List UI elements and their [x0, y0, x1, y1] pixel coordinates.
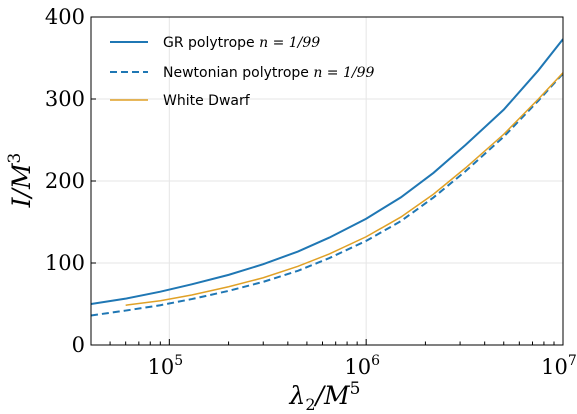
y-tick-label: 300: [45, 87, 85, 111]
x-tick-label: 105: [148, 353, 184, 379]
series-line-0: [91, 38, 563, 305]
series-line-2: [125, 72, 563, 306]
x-axis-title: λ2/M5: [289, 379, 361, 414]
y-tick-label: 400: [45, 5, 85, 29]
x-axis-ticks: 105 106 107: [90, 339, 577, 379]
legend-label-newtonian-polytrope: Newtonian polytrope n = 1/99: [163, 65, 375, 81]
y-axis-title: I/M3: [5, 153, 36, 209]
x-tick-label: 106: [344, 353, 380, 379]
legend-label-gr-polytrope: GR polytrope n = 1/99: [163, 35, 320, 51]
series-line-1: [91, 72, 563, 317]
y-tick-label: 200: [45, 169, 85, 193]
x-tick-label: 107: [541, 353, 577, 379]
y-axis-ticks: 0 100 200 300 400: [45, 5, 96, 357]
legend: GR polytrope n = 1/99 Newtonian polytrop…: [110, 35, 375, 109]
series-lines: [91, 38, 563, 317]
y-tick-label: 0: [72, 333, 85, 357]
y-tick-label: 100: [45, 251, 85, 275]
legend-label-white-dwarf: White Dwarf: [163, 93, 251, 109]
